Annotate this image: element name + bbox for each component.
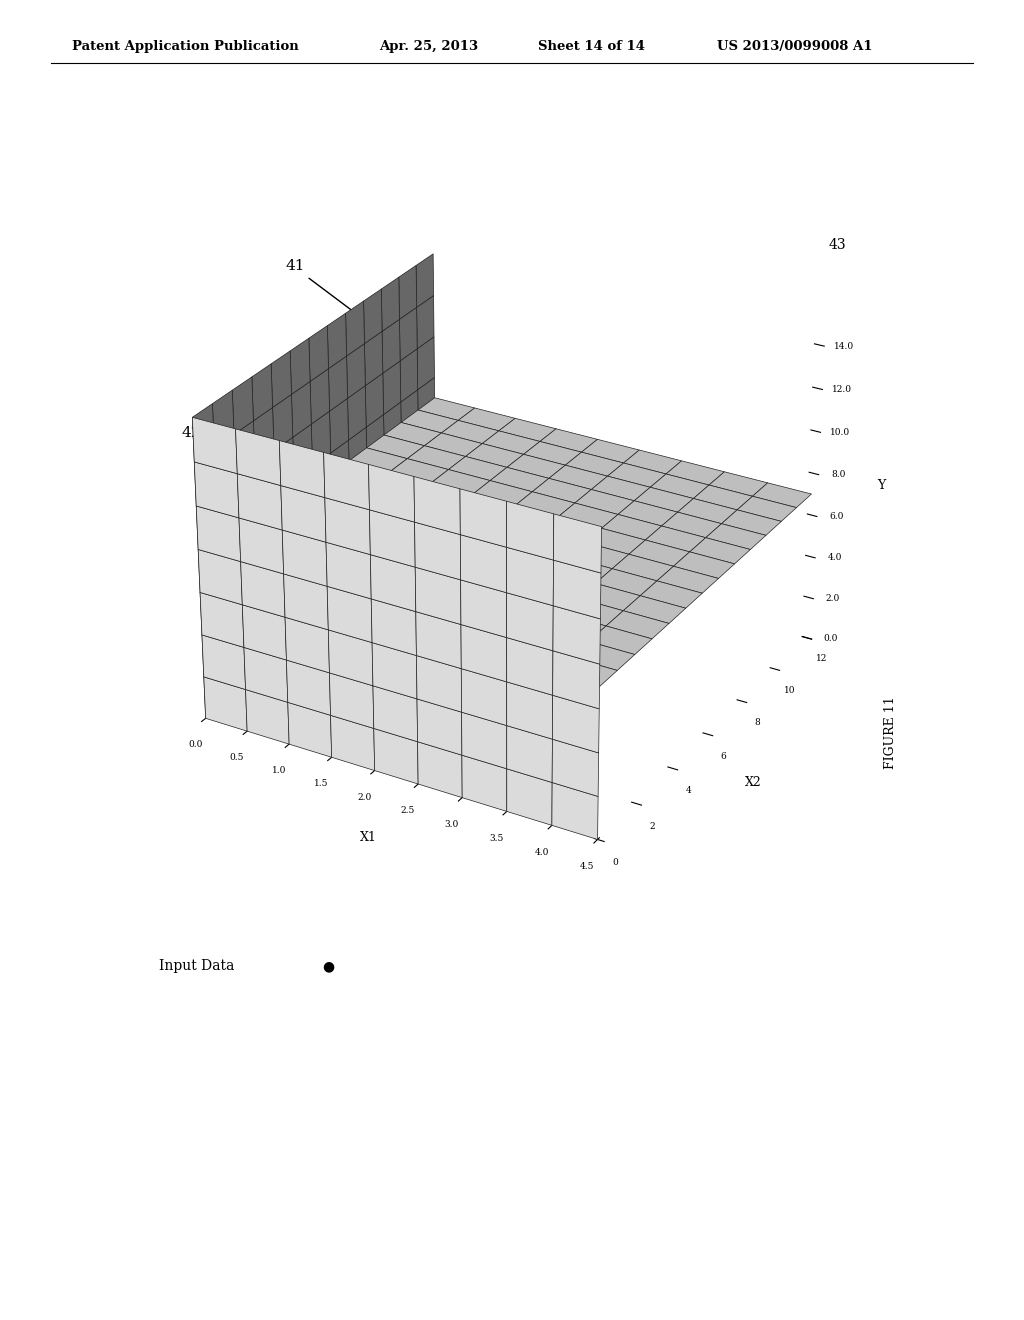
Text: FIGURE 11: FIGURE 11 xyxy=(885,696,897,768)
Text: 41: 41 xyxy=(286,259,305,273)
Text: Sheet 14 of 14: Sheet 14 of 14 xyxy=(538,40,644,53)
Text: Patent Application Publication: Patent Application Publication xyxy=(72,40,298,53)
Text: Input Data: Input Data xyxy=(159,960,234,973)
X-axis label: X1: X1 xyxy=(359,830,377,843)
Text: US 2013/0099008 A1: US 2013/0099008 A1 xyxy=(717,40,872,53)
Text: ●: ● xyxy=(323,960,335,973)
Y-axis label: X2: X2 xyxy=(744,776,761,788)
Text: Apr. 25, 2013: Apr. 25, 2013 xyxy=(379,40,478,53)
Text: 42: 42 xyxy=(181,426,201,440)
Text: 43: 43 xyxy=(829,238,847,252)
